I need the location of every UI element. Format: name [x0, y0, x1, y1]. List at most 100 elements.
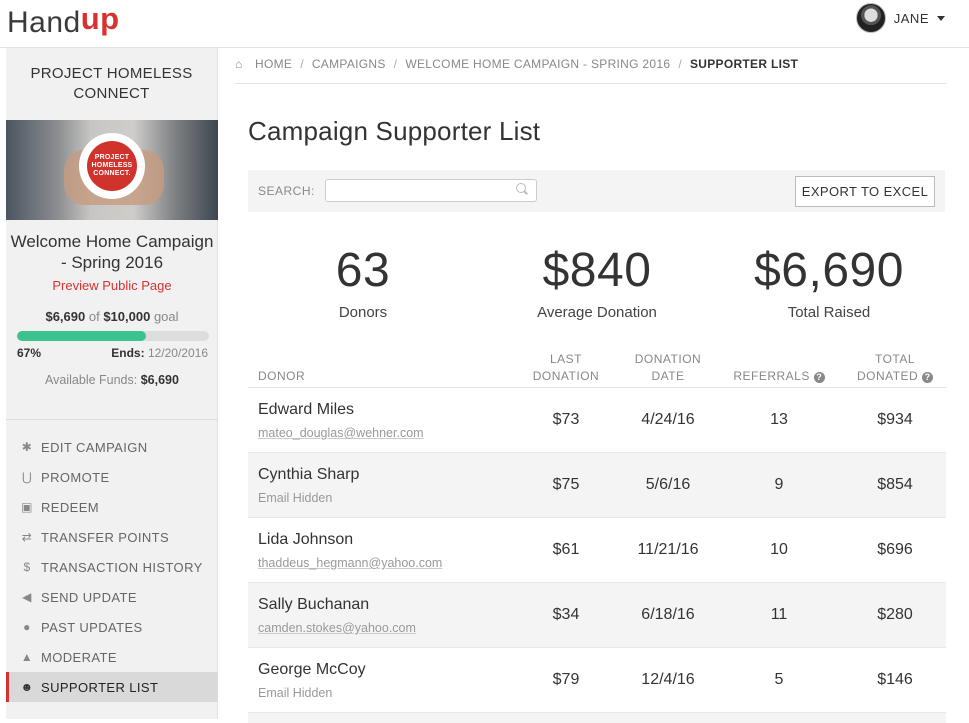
goal-summary: $6,690 of $10,000 goal: [6, 309, 218, 324]
avatar[interactable]: [855, 3, 886, 33]
sidebar: PROJECT HOMELESS CONNECT PROJECT HOMELES…: [6, 48, 218, 719]
sidebar-item-transfer-points[interactable]: ⇄ TRANSFER POINTS: [6, 522, 218, 552]
sidebar-item-past-updates[interactable]: ● PAST UPDATES: [6, 612, 218, 642]
table-row[interactable]: Lida Johnson thaddeus_hegmann@yahoo.com …: [248, 518, 946, 583]
sidebar-item-promote[interactable]: ⋃ PROMOTE: [6, 462, 218, 492]
donation-date: 4/24/16: [641, 411, 695, 428]
donor-name: George McCoy: [258, 661, 366, 678]
sidebar-nav: ✱ EDIT CAMPAIGN ⋃ PROMOTE ▣ REDEEM ⇄ TRA…: [6, 432, 218, 702]
donation-date: 6/18/16: [641, 606, 695, 623]
donor-email[interactable]: camden.stokes@yahoo.com: [258, 621, 416, 635]
total-donated: $146: [877, 671, 913, 688]
col-label: DONATION: [634, 352, 702, 366]
badge-text-3: CONNECT.: [93, 170, 131, 177]
search-toolbar: SEARCH: EXPORT TO EXCEL: [248, 170, 945, 212]
stat-average-donation: $840 Average Donation: [497, 243, 697, 321]
comment-icon: ●: [23, 620, 31, 634]
breadcrumb-campaign[interactable]: WELCOME HOME CAMPAIGN - SPRING 2016: [405, 57, 671, 71]
donor-email[interactable]: mateo_douglas@wehner.com: [258, 426, 424, 440]
campaign-stats: 63 Donors $840 Average Donation $6,690 T…: [248, 243, 945, 328]
magnet-icon: ⋃: [21, 470, 33, 484]
goal-word: goal: [153, 309, 179, 324]
referrals: 13: [770, 411, 788, 428]
stat-total-raised: $6,690 Total Raised: [729, 243, 929, 321]
progress-percent: 67%: [17, 346, 42, 360]
top-header: Hand up JANE: [0, 0, 969, 48]
donor-email: Email Hidden: [258, 491, 333, 505]
stat-label: Total Raised: [787, 304, 871, 321]
help-icon[interactable]: ?: [922, 372, 934, 383]
breadcrumb-home[interactable]: HOME: [255, 57, 293, 71]
campaign-hero-image: PROJECT HOMELESS CONNECT.: [6, 120, 218, 220]
col-label: DATE: [651, 369, 685, 383]
export-to-excel-button[interactable]: EXPORT TO EXCEL: [795, 176, 935, 207]
sidebar-item-label: SEND UPDATE: [41, 589, 137, 605]
user-menu[interactable]: JANE: [855, 2, 945, 34]
sidebar-item-label: PROMOTE: [41, 469, 110, 485]
stat-value: 63: [335, 244, 391, 297]
col-label: DONATED: [856, 369, 919, 383]
table-row[interactable]: Sally Buchanan camden.stokes@yahoo.com $…: [248, 583, 946, 648]
search-input[interactable]: [325, 179, 537, 202]
sidebar-item-label: PAST UPDATES: [41, 619, 143, 635]
table-row[interactable]: George McCoy Email Hidden $79 12/4/16 5 …: [248, 648, 946, 713]
home-icon[interactable]: ⌂: [235, 57, 243, 71]
referrals: 5: [774, 671, 784, 688]
stat-label: Average Donation: [537, 304, 657, 321]
bullhorn-icon: ◀: [22, 590, 32, 604]
sidebar-item-label: TRANSACTION HISTORY: [41, 559, 203, 575]
col-donation-date[interactable]: DONATION DATE: [618, 351, 718, 385]
search-label: SEARCH:: [258, 184, 315, 198]
campaign-title: Welcome Home Campaign - Spring 2016: [10, 232, 214, 272]
donor-email[interactable]: thaddeus_hegmann@yahoo.com: [258, 556, 443, 570]
total-donated: $696: [877, 541, 913, 558]
stat-donors: 63 Donors: [263, 243, 463, 321]
badge-text-1: PROJECT: [94, 154, 130, 161]
referrals: 11: [770, 606, 788, 623]
table-row[interactable]: [248, 713, 946, 723]
col-total-donated[interactable]: TOTAL DONATED ?: [845, 351, 945, 385]
col-label: LAST: [549, 352, 582, 366]
sidebar-item-label: TRANSFER POINTS: [41, 529, 170, 545]
sidebar-item-transaction-history[interactable]: $ TRANSACTION HISTORY: [6, 552, 218, 582]
breadcrumb-campaigns[interactable]: CAMPAIGNS: [311, 57, 386, 71]
thumbs-up-icon: ▲: [20, 650, 34, 664]
search-icon[interactable]: [516, 183, 526, 193]
sidebar-divider: [6, 419, 218, 420]
sidebar-item-send-update[interactable]: ◀ SEND UPDATE: [6, 582, 218, 612]
help-icon[interactable]: ?: [813, 372, 825, 383]
goal-amount: $10,000: [103, 309, 151, 324]
col-label: REFERRALS: [733, 369, 810, 383]
chevron-down-icon[interactable]: [937, 15, 945, 21]
col-referrals[interactable]: REFERRALS ?: [724, 368, 834, 385]
last-donation: $75: [552, 476, 580, 493]
preview-public-page-link[interactable]: Preview Public Page: [52, 278, 172, 293]
sidebar-item-redeem[interactable]: ▣ REDEEM: [6, 492, 218, 522]
table-row[interactable]: Cynthia Sharp Email Hidden $75 5/6/16 9 …: [248, 453, 946, 518]
col-donor[interactable]: DONOR: [258, 369, 306, 383]
ends-date: 12/20/2016: [147, 346, 208, 360]
ends-label: Ends:: [111, 346, 145, 360]
table-row[interactable]: Edward Miles mateo_douglas@wehner.com $7…: [248, 388, 946, 453]
users-icon: ☻: [20, 680, 34, 694]
sidebar-item-supporter-list[interactable]: ☻ SUPPORTER LIST: [6, 672, 218, 702]
sidebar-item-label: REDEEM: [41, 499, 100, 515]
last-donation: $61: [552, 541, 580, 558]
last-donation: $79: [552, 671, 580, 688]
breadcrumb-separator: /: [300, 57, 304, 71]
gift-icon: ▣: [21, 500, 33, 514]
donation-date: 5/6/16: [645, 476, 691, 493]
user-name[interactable]: JANE: [893, 10, 929, 26]
last-donation: $73: [552, 411, 580, 428]
donor-email: Email Hidden: [258, 686, 333, 700]
sidebar-item-moderate[interactable]: ▲ MODERATE: [6, 642, 218, 672]
col-label: DONATION: [532, 369, 600, 383]
of-text: of: [88, 309, 100, 324]
total-donated: $854: [877, 476, 913, 493]
raised-amount: $6,690: [45, 309, 86, 324]
handup-logo[interactable]: Hand up: [7, 0, 120, 40]
logo-hand-text: Hand: [7, 6, 81, 39]
col-last-donation[interactable]: LAST DONATION: [516, 351, 616, 385]
sidebar-item-edit-campaign[interactable]: ✱ EDIT CAMPAIGN: [6, 432, 218, 462]
dollar-icon: $: [23, 560, 31, 574]
